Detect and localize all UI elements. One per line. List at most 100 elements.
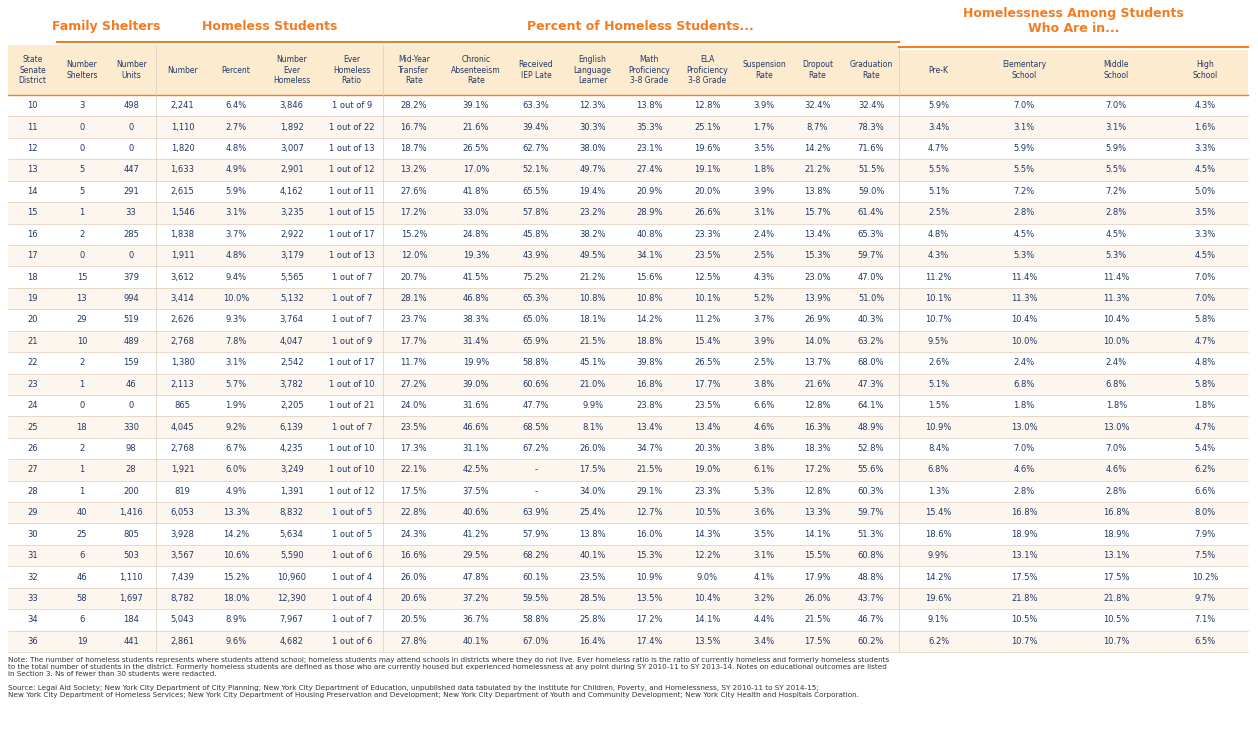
Text: 58: 58: [77, 594, 87, 603]
Bar: [8, 288, 1248, 310]
Text: 2,861: 2,861: [171, 637, 195, 646]
Text: 9.2%: 9.2%: [225, 422, 247, 432]
Text: 13.7%: 13.7%: [804, 358, 830, 367]
Text: 3.8%: 3.8%: [754, 444, 775, 453]
Text: 2.8%: 2.8%: [1106, 209, 1127, 217]
Text: 7,439: 7,439: [171, 573, 195, 581]
Text: Pre-K: Pre-K: [928, 66, 949, 74]
Text: 498: 498: [123, 101, 140, 111]
Text: 1 out of 7: 1 out of 7: [332, 294, 372, 303]
Text: 1: 1: [79, 465, 84, 475]
Text: 12.0%: 12.0%: [400, 251, 426, 260]
Text: 60.1%: 60.1%: [522, 573, 550, 581]
Text: 14.0%: 14.0%: [804, 337, 830, 346]
Text: 10.7%: 10.7%: [1103, 637, 1130, 646]
Text: 2.4%: 2.4%: [1106, 358, 1127, 367]
Text: 65.3%: 65.3%: [858, 230, 884, 239]
Text: 13.0%: 13.0%: [1103, 422, 1130, 432]
Text: 3,764: 3,764: [279, 315, 303, 324]
Bar: [8, 331, 1248, 352]
Text: 5.9%: 5.9%: [1106, 144, 1127, 153]
Text: 3.9%: 3.9%: [754, 337, 775, 346]
Text: 4,682: 4,682: [279, 637, 303, 646]
Text: 200: 200: [123, 487, 140, 496]
Text: 5.5%: 5.5%: [1014, 166, 1035, 175]
Text: 21.0%: 21.0%: [580, 380, 606, 388]
Text: 3.3%: 3.3%: [1195, 144, 1215, 153]
Text: 57.8%: 57.8%: [522, 209, 550, 217]
Text: 29: 29: [77, 315, 87, 324]
Text: 1,697: 1,697: [120, 594, 143, 603]
Text: 4.8%: 4.8%: [1195, 358, 1215, 367]
Text: 15.4%: 15.4%: [926, 509, 952, 517]
Bar: [8, 352, 1248, 374]
Text: 20.6%: 20.6%: [400, 594, 426, 603]
Text: 20.7%: 20.7%: [400, 273, 426, 282]
Text: 2,901: 2,901: [281, 166, 303, 175]
Text: 10.5%: 10.5%: [1103, 615, 1130, 624]
Text: 291: 291: [123, 187, 140, 196]
Text: 14.2%: 14.2%: [926, 573, 952, 581]
Text: 0: 0: [79, 251, 84, 260]
Text: 2,542: 2,542: [281, 358, 303, 367]
Text: 9.6%: 9.6%: [225, 637, 247, 646]
Text: 13.1%: 13.1%: [1011, 551, 1038, 560]
Bar: [8, 523, 1248, 545]
Text: 39.0%: 39.0%: [463, 380, 489, 388]
Text: 68.0%: 68.0%: [858, 358, 884, 367]
Text: 23.5%: 23.5%: [694, 251, 721, 260]
Text: 13.2%: 13.2%: [400, 166, 426, 175]
Text: 19.9%: 19.9%: [463, 358, 489, 367]
Text: 15.5%: 15.5%: [804, 551, 830, 560]
Text: 23.2%: 23.2%: [580, 209, 606, 217]
Text: 6.8%: 6.8%: [1014, 380, 1035, 388]
Text: 16.4%: 16.4%: [580, 637, 606, 646]
Text: 24.8%: 24.8%: [463, 230, 489, 239]
Text: 28: 28: [28, 487, 38, 496]
Text: 41.5%: 41.5%: [463, 273, 489, 282]
Text: 3,235: 3,235: [279, 209, 303, 217]
Text: 10.0%: 10.0%: [223, 294, 249, 303]
Text: 4,047: 4,047: [279, 337, 303, 346]
Text: ELA
Proficiency
3-8 Grade: ELA Proficiency 3-8 Grade: [687, 55, 728, 85]
Text: 0: 0: [128, 401, 133, 410]
Text: 519: 519: [123, 315, 140, 324]
Text: 33: 33: [126, 209, 137, 217]
Text: 11.3%: 11.3%: [1103, 294, 1130, 303]
Text: 4.9%: 4.9%: [225, 487, 247, 496]
Text: 1 out of 17: 1 out of 17: [328, 358, 375, 367]
Text: 20.3%: 20.3%: [694, 444, 721, 453]
Text: 27.4%: 27.4%: [637, 166, 663, 175]
Text: 10.6%: 10.6%: [223, 551, 249, 560]
Text: 10.9%: 10.9%: [637, 573, 663, 581]
Text: 2,626: 2,626: [171, 315, 195, 324]
Text: 1: 1: [79, 487, 84, 496]
Text: 1 out of 10: 1 out of 10: [330, 465, 375, 475]
Text: 13.5%: 13.5%: [637, 594, 663, 603]
Text: 6,139: 6,139: [279, 422, 303, 432]
Text: 38.0%: 38.0%: [580, 144, 606, 153]
Text: 1.8%: 1.8%: [1014, 401, 1035, 410]
Text: Number
Units: Number Units: [116, 60, 146, 80]
Text: 2: 2: [79, 358, 84, 367]
Text: 31.1%: 31.1%: [463, 444, 489, 453]
Text: 61.4%: 61.4%: [858, 209, 884, 217]
Text: 3,928: 3,928: [171, 530, 195, 539]
Text: 7.0%: 7.0%: [1014, 444, 1035, 453]
Text: 13.8%: 13.8%: [804, 187, 830, 196]
Text: 17.5%: 17.5%: [804, 637, 830, 646]
Text: 2,615: 2,615: [171, 187, 195, 196]
Text: 22.8%: 22.8%: [400, 509, 426, 517]
Text: 18.8%: 18.8%: [637, 337, 663, 346]
Text: 1 out of 4: 1 out of 4: [332, 594, 372, 603]
Text: 38.2%: 38.2%: [580, 230, 606, 239]
Text: 28.5%: 28.5%: [580, 594, 606, 603]
Text: 59.5%: 59.5%: [523, 594, 548, 603]
Text: 32.4%: 32.4%: [858, 101, 884, 111]
Text: 6.0%: 6.0%: [225, 465, 247, 475]
Text: 65.3%: 65.3%: [522, 294, 550, 303]
Text: 2: 2: [79, 444, 84, 453]
Text: 5.9%: 5.9%: [1014, 144, 1035, 153]
Text: 45.8%: 45.8%: [522, 230, 550, 239]
Text: 21.5%: 21.5%: [804, 615, 830, 624]
